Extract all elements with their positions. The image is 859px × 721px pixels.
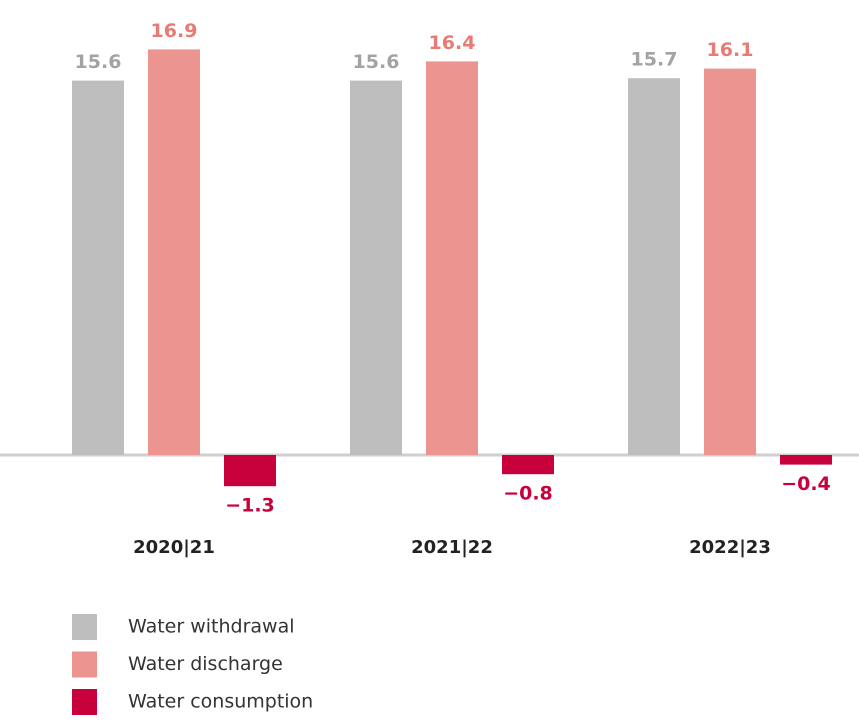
value-label: 16.1 [707,39,754,61]
value-label: 15.7 [631,49,678,71]
value-label: 15.6 [353,51,400,73]
x-tick-label: 2021|22 [411,537,493,558]
value-label: 16.4 [429,32,476,54]
x-tick-label: 2022|23 [689,537,771,558]
bar [350,80,402,455]
legend-swatch [72,651,97,678]
bar [780,455,832,465]
value-label: −1.3 [225,495,275,517]
bar [426,61,478,456]
legend-label: Water withdrawal [128,616,295,638]
bar [224,455,276,487]
value-label: −0.8 [503,483,553,505]
legend-swatch [72,689,97,715]
bar [148,49,200,456]
bar [628,78,680,455]
bar [502,455,554,475]
bar [704,68,756,455]
legend-swatch [72,614,97,640]
value-label: 15.6 [75,51,122,73]
bar [72,80,124,455]
x-tick-label: 2020|21 [133,537,215,558]
legend-label: Water consumption [128,691,313,713]
value-label: 16.9 [151,20,198,42]
legend-label: Water discharge [128,653,283,675]
value-label: −0.4 [781,473,831,495]
